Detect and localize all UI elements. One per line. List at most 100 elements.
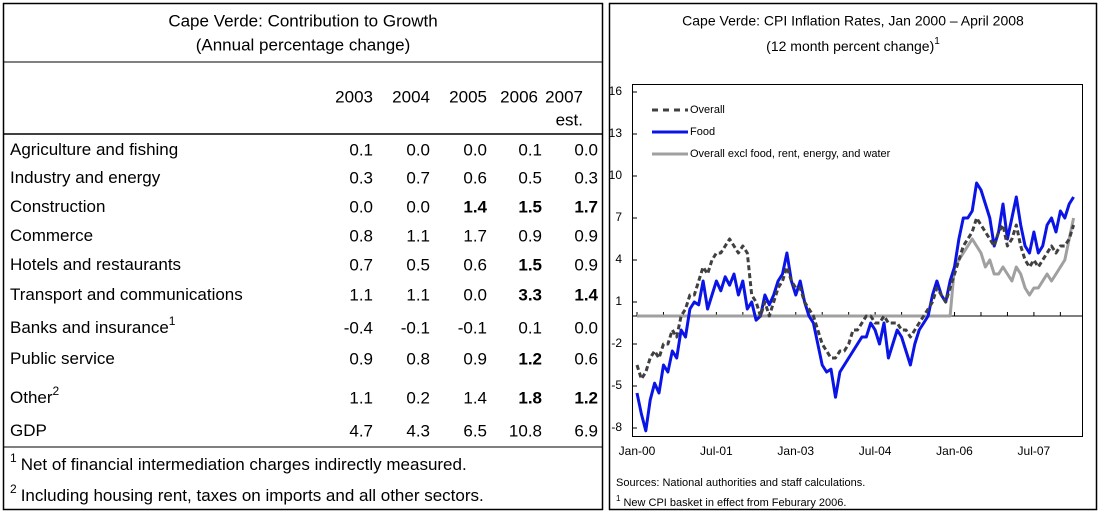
cell: 1.4 (574, 285, 598, 304)
column-header: 2007 (545, 87, 583, 106)
cell: 0.0 (463, 140, 487, 159)
cell: -0.1 (401, 318, 430, 337)
footnote-marker: 1 (616, 494, 621, 503)
cell: 0.8 (349, 226, 373, 245)
cell: 0.5 (518, 168, 542, 187)
cell: 1.7 (463, 226, 487, 245)
cell: 1.2 (518, 349, 542, 368)
cell: 1.1 (349, 388, 373, 407)
cell: 0.9 (518, 226, 542, 245)
cell: 0.9 (349, 349, 373, 368)
row-label: Hotels and restaurants (10, 255, 181, 274)
chart-subtitle: (12 month percent change)1 (766, 36, 940, 54)
table-title: Cape Verde: Contribution to Growth (168, 11, 437, 30)
row-label: GDP (10, 421, 47, 440)
cell: 0.0 (406, 140, 430, 159)
row-label-text: Commerce (10, 226, 93, 245)
cell: 1.1 (406, 285, 430, 304)
y-tick-label: 1 (615, 294, 622, 308)
y-tick-label: -5 (611, 378, 622, 392)
row-label-text: Other (10, 388, 53, 407)
cell: 0.6 (463, 255, 487, 274)
cell: 1.5 (518, 197, 542, 216)
cell: 0.0 (349, 197, 373, 216)
table-footnote: 1 Net of financial intermediation charges… (10, 451, 467, 474)
row-label: Industry and energy (10, 168, 161, 187)
cell: 0.1 (518, 318, 542, 337)
footnote-marker: 2 (10, 482, 17, 496)
cell: 0.1 (518, 140, 542, 159)
footnote-text: New CPI basket in effect from Feburary 2… (623, 497, 846, 509)
series-line (637, 217, 1076, 318)
row-label-text: Banks and insurance (10, 318, 169, 337)
x-tick-label: Jul-01 (700, 444, 733, 458)
row-label-sup: 1 (169, 314, 176, 328)
cell: 0.6 (574, 349, 598, 368)
footnote-marker: 1 (10, 451, 17, 465)
row-label: Commerce (10, 226, 93, 245)
column-header: 2005 (449, 87, 487, 106)
cell: -0.1 (458, 318, 487, 337)
y-tick-label: 4 (615, 252, 622, 266)
row-label: Public service (10, 349, 115, 368)
table-subtitle: (Annual percentage change) (196, 35, 411, 54)
cell: 6.9 (574, 421, 598, 440)
row-label: Construction (10, 197, 105, 216)
column-header: 2003 (335, 87, 373, 106)
cell: 0.1 (349, 140, 373, 159)
series-line (635, 216, 1076, 381)
row-label-sup: 2 (53, 384, 60, 398)
row-label: Transport and communications (10, 285, 243, 304)
chart-footnote: Sources: National authorities and staff … (616, 477, 865, 489)
cell: 0.2 (406, 388, 430, 407)
cell: 1.1 (349, 285, 373, 304)
cell: 0.5 (406, 255, 430, 274)
column-header: 2004 (392, 87, 430, 106)
y-tick-label: -2 (611, 336, 622, 350)
row-label-text: Transport and communications (10, 285, 243, 304)
x-tick-label: Jul-04 (859, 444, 892, 458)
table-footnote: 2 Including housing rent, taxes on import… (10, 482, 484, 505)
cell: 0.3 (349, 168, 373, 187)
row-label-text: Public service (10, 349, 115, 368)
cell: 0.9 (574, 255, 598, 274)
cell: 0.3 (574, 168, 598, 187)
row-label: Agriculture and fishing (10, 140, 178, 159)
table-frame (2, 2, 604, 511)
column-header: 2006 (500, 87, 538, 106)
y-tick-label: 7 (615, 210, 622, 224)
chart-footnote: 1 New CPI basket in effect from Feburary … (616, 494, 846, 509)
subtitle-sup: 1 (934, 36, 940, 47)
row-label-text: GDP (10, 421, 47, 440)
x-tick-label: Jan-03 (777, 444, 814, 458)
cell: 1.1 (406, 226, 430, 245)
cell: -0.4 (344, 318, 373, 337)
y-tick-label: 10 (609, 168, 623, 182)
cell: 4.7 (349, 421, 373, 440)
row-label: Banks and insurance1 (10, 314, 176, 337)
cell: 0.6 (463, 168, 487, 187)
cell: 6.5 (463, 421, 487, 440)
cell: 1.4 (463, 388, 487, 407)
y-tick-label: 13 (609, 126, 623, 140)
cell: 0.0 (463, 285, 487, 304)
cell: 1.5 (518, 255, 542, 274)
chart-frame (608, 2, 1098, 511)
cell: 0.7 (406, 168, 430, 187)
legend-label: Food (690, 126, 715, 138)
cell: 0.9 (463, 349, 487, 368)
legend-label: Overall excl food, rent, energy, and wat… (690, 148, 891, 160)
column-note: est. (556, 110, 583, 129)
subtitle-text: (12 month percent change) (766, 38, 934, 54)
cell: 1.7 (574, 197, 598, 216)
cell: 3.3 (518, 285, 542, 304)
cell: 1.8 (518, 388, 542, 407)
series-line (635, 181, 1075, 433)
footnote-text: Sources: National authorities and staff … (616, 477, 865, 489)
row-label-text: Construction (10, 197, 105, 216)
x-tick-label: Jan-00 (619, 444, 656, 458)
footnote-text: Net of financial intermediation charges … (21, 455, 467, 474)
y-tick-label: -8 (611, 420, 622, 434)
cell: 0.0 (406, 197, 430, 216)
